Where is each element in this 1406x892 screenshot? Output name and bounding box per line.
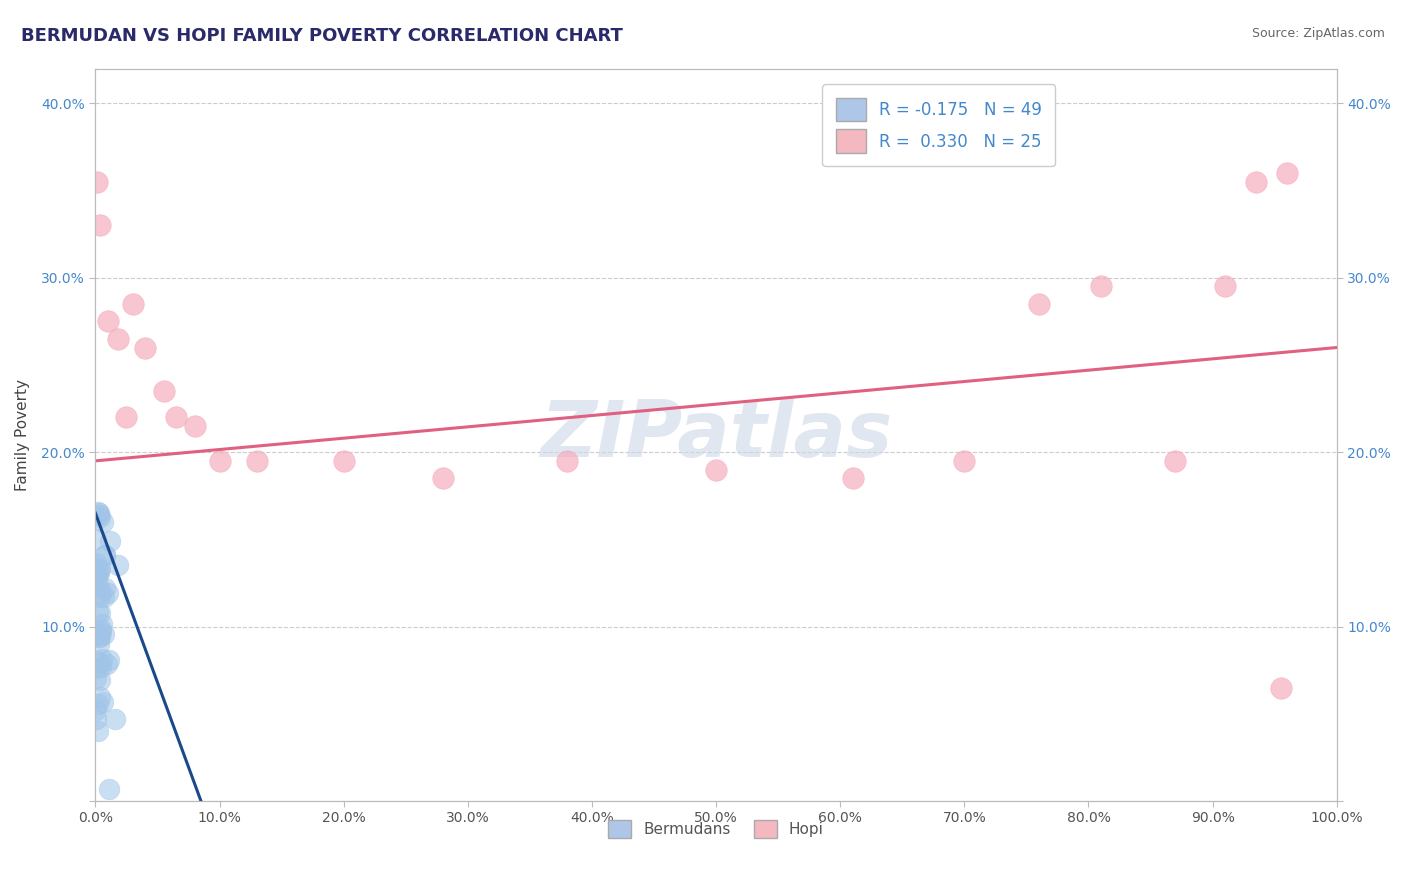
Point [86, 505, 108, 519]
Point [97, 314, 120, 328]
Point [93, 591, 115, 605]
Point [86, 563, 108, 577]
Point [953, 454, 976, 468]
Point [94, 548, 117, 562]
Point [94, 581, 117, 595]
Point [104, 712, 127, 726]
Point [90, 659, 112, 673]
Text: BERMUDAN VS HOPI FAMILY POVERTY CORRELATION CHART: BERMUDAN VS HOPI FAMILY POVERTY CORRELAT… [21, 27, 623, 45]
Point [84, 532, 107, 546]
Point [91, 617, 114, 632]
Point [115, 410, 138, 425]
Point [89, 690, 111, 704]
Point [841, 471, 863, 485]
Legend: Bermudans, Hopi: Bermudans, Hopi [602, 814, 830, 845]
Point [90, 623, 112, 637]
Point [86, 569, 108, 583]
Point [91, 515, 114, 529]
Point [107, 332, 129, 346]
Text: ZIPatlas: ZIPatlas [540, 397, 893, 473]
Text: Source: ZipAtlas.com: Source: ZipAtlas.com [1251, 27, 1385, 40]
Point [97, 585, 120, 599]
Point [91, 696, 114, 710]
Point [87, 637, 110, 651]
Point [183, 419, 205, 434]
Point [93, 627, 115, 641]
Point [87, 580, 110, 594]
Point [332, 454, 354, 468]
Point [89, 590, 111, 604]
Point [91, 652, 114, 666]
Point [165, 410, 187, 425]
Point [704, 462, 727, 476]
Point [89, 606, 111, 620]
Point [89, 631, 111, 645]
Point [89, 562, 111, 576]
Point [152, 384, 174, 398]
Point [89, 506, 111, 520]
Point [134, 341, 156, 355]
Point [121, 297, 143, 311]
Point [555, 454, 578, 468]
Point [84, 556, 107, 570]
Point [89, 219, 111, 233]
Point [89, 628, 111, 642]
Point [86, 654, 108, 668]
Point [89, 508, 111, 522]
Point [1090, 279, 1112, 293]
Point [98, 653, 121, 667]
Point [1164, 454, 1187, 468]
Point [90, 584, 112, 599]
Point [87, 723, 110, 738]
Point [86, 671, 108, 685]
Point [97, 781, 120, 796]
Point [1270, 681, 1292, 695]
Point [86, 661, 108, 675]
Point [89, 509, 111, 524]
Point [1213, 279, 1236, 293]
Point [94, 548, 117, 562]
Point [86, 697, 108, 711]
Point [87, 630, 110, 644]
Point [1275, 166, 1298, 180]
Point [87, 562, 110, 576]
Point [1028, 297, 1050, 311]
Point [87, 566, 110, 581]
Point [107, 558, 129, 572]
Point [246, 454, 269, 468]
Point [86, 627, 108, 641]
Point [1244, 175, 1267, 189]
Point [84, 712, 107, 726]
Point [98, 534, 121, 549]
Point [208, 454, 231, 468]
Point [89, 673, 111, 688]
Point [86, 569, 108, 583]
Point [432, 471, 454, 485]
Y-axis label: Family Poverty: Family Poverty [15, 379, 30, 491]
Point [89, 657, 111, 671]
Point [96, 657, 118, 672]
Point [90, 625, 112, 640]
Point [84, 703, 107, 717]
Point [87, 605, 110, 619]
Point [86, 175, 108, 189]
